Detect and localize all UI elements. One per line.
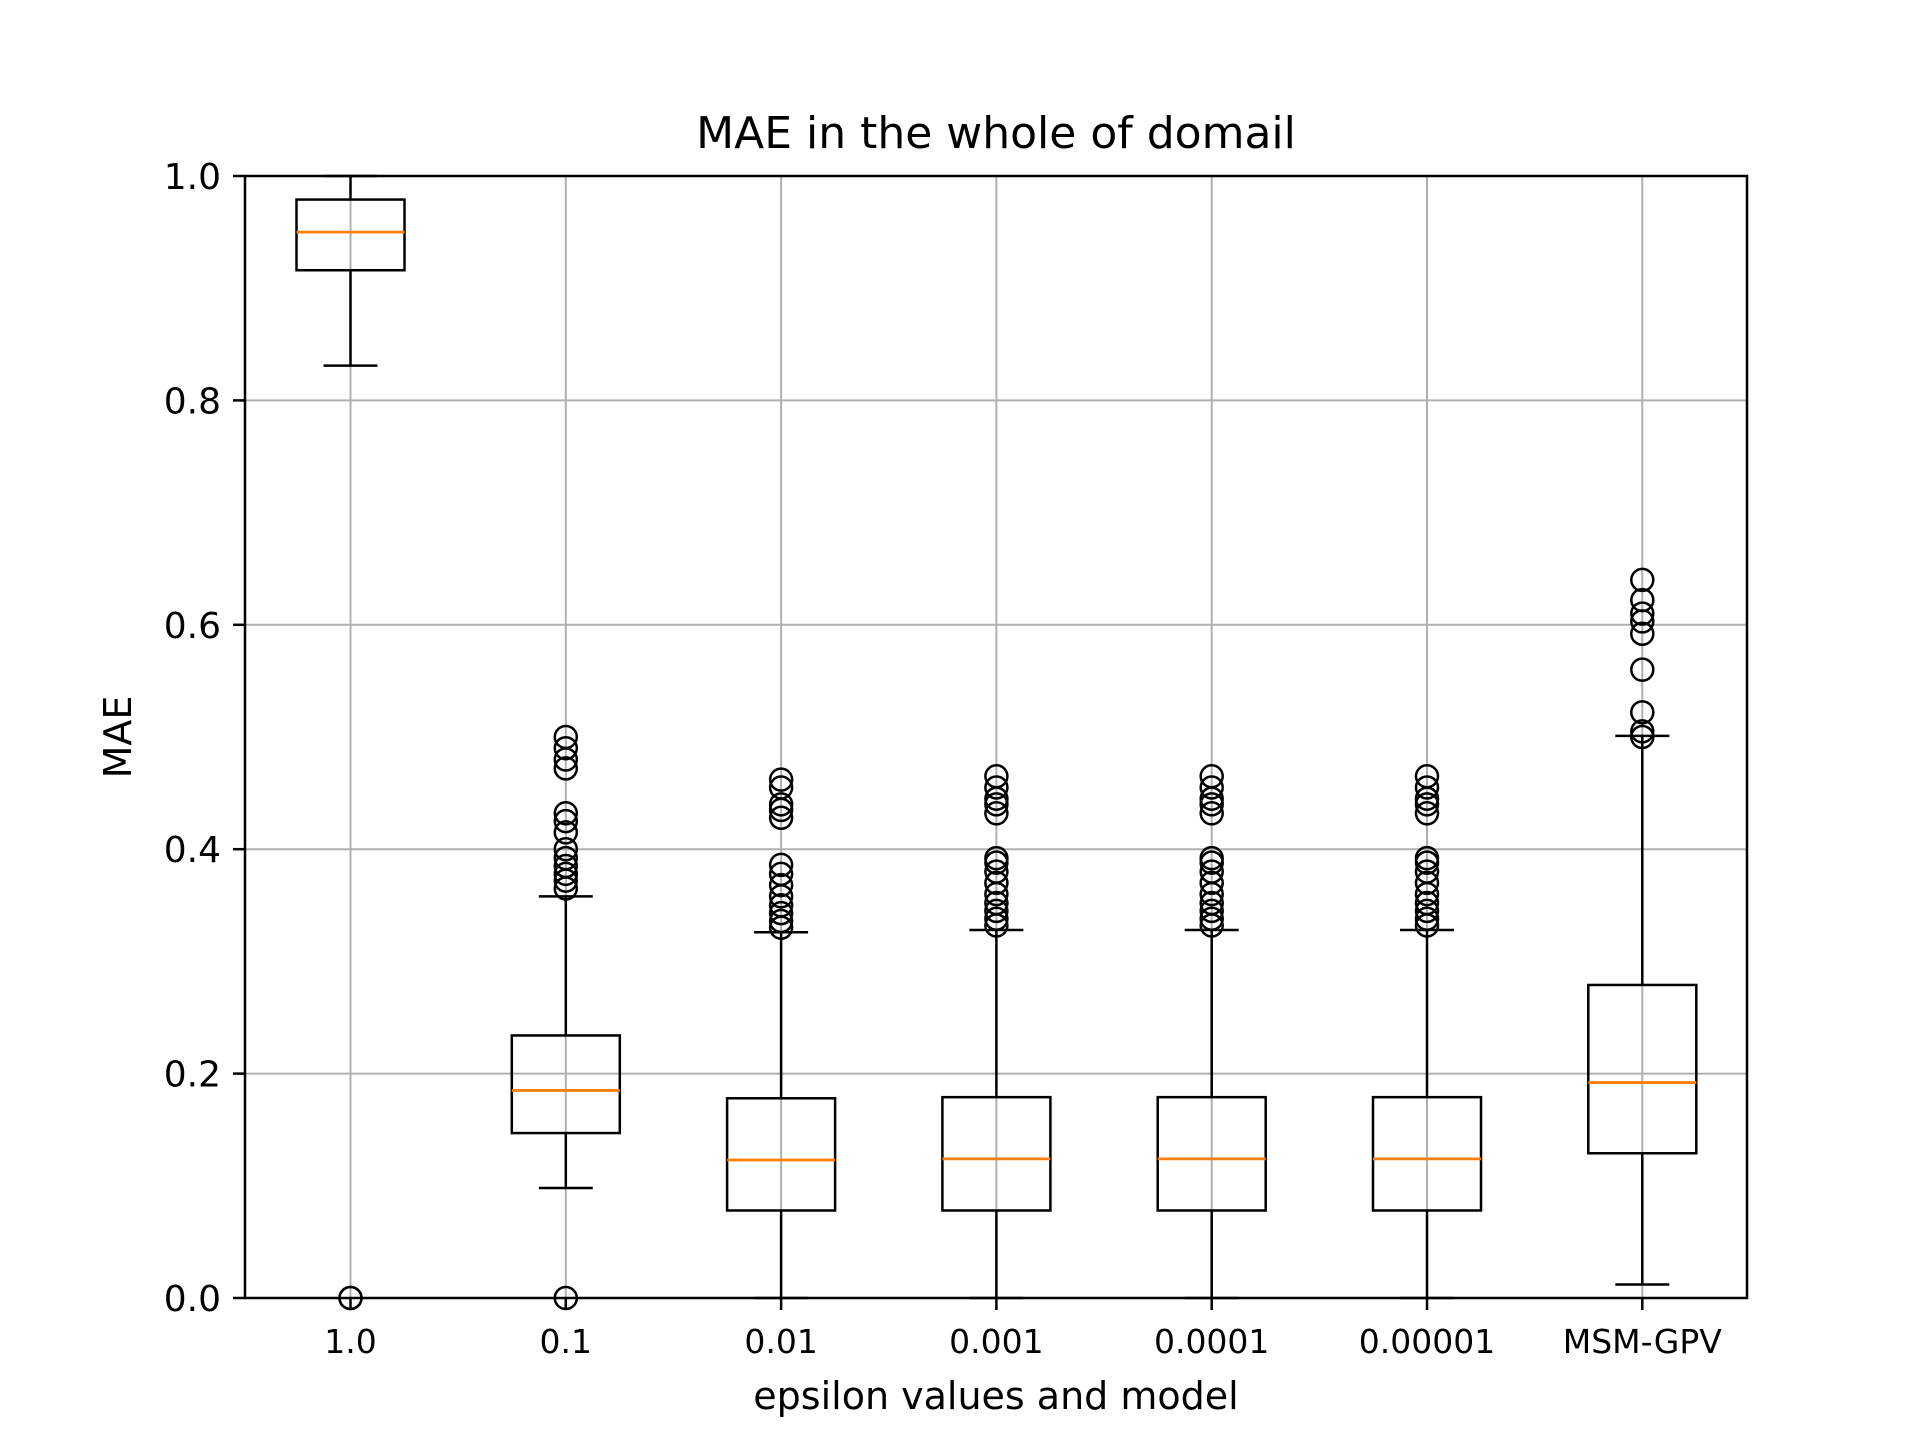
outlier-point: [1414, 764, 1440, 789]
outlier-point: [984, 792, 1009, 817]
box-iqr: [295, 198, 406, 272]
outlier-point: [1414, 890, 1440, 916]
outlier-point: [553, 756, 579, 781]
outlier-point: [553, 808, 579, 834]
outlier-point: [553, 735, 579, 761]
outlier-point: [1630, 567, 1655, 593]
box-group: [1587, 567, 1698, 1286]
outlier-point: [1630, 587, 1655, 613]
outlier-point: [1630, 719, 1655, 744]
y-tick-label: 1.0: [164, 157, 221, 198]
outlier-point: [1199, 870, 1224, 896]
outlier-point: [1630, 621, 1655, 647]
chart-title: MAE in the whole of domail: [696, 108, 1296, 159]
outlier-point: [768, 792, 794, 817]
x-tick-label: 0.0001: [1154, 1322, 1269, 1361]
outlier-point: [768, 908, 794, 934]
box-iqr: [1156, 1095, 1267, 1212]
outlier-point: [984, 870, 1009, 896]
box-iqr: [725, 1097, 837, 1212]
x-tick-label: 0.00001: [1359, 1322, 1495, 1361]
outlier-point: [553, 801, 579, 826]
outlier-point: [1199, 801, 1224, 826]
outlier-point: [553, 853, 579, 879]
outlier-point: [1630, 724, 1655, 750]
x-tick-label: 0.001: [949, 1322, 1043, 1361]
outlier-point: [553, 820, 579, 845]
outlier-point: [768, 805, 794, 831]
outlier-point: [768, 861, 794, 887]
outlier-point: [553, 836, 579, 862]
outlier-point: [768, 852, 794, 878]
outlier-point: [1414, 906, 1440, 932]
outlier-point: [1199, 764, 1224, 789]
outlier-point: [1414, 845, 1440, 871]
x-axis-label: epsilon values and model: [753, 1374, 1238, 1418]
box-iqr: [1587, 983, 1698, 1155]
y-tick-label: 0.6: [164, 606, 221, 647]
x-tick-label: 0.01: [744, 1322, 817, 1361]
box-iqr: [1371, 1095, 1483, 1212]
outlier-point: [984, 859, 1009, 884]
box-group: [941, 764, 1052, 1300]
outlier-point: [984, 764, 1009, 789]
outlier-point: [768, 893, 794, 918]
outlier-point: [768, 900, 794, 926]
outlier-point: [768, 872, 794, 898]
y-tick-label: 0.2: [164, 1055, 221, 1096]
outlier-point: [1630, 657, 1655, 682]
y-tick-label: 0.8: [164, 381, 221, 422]
outlier-point: [984, 775, 1009, 800]
box-iqr: [510, 1034, 622, 1135]
outlier-point: [984, 890, 1009, 916]
outlier-point: [1414, 801, 1440, 826]
outlier-point: [1414, 792, 1440, 817]
outlier-point: [1199, 906, 1224, 932]
outlier-point: [984, 801, 1009, 826]
outlier-point: [553, 724, 579, 750]
outlier-point: [984, 898, 1009, 924]
x-tick-label: 1.0: [324, 1322, 376, 1361]
outlier-point: [1414, 870, 1440, 896]
outlier-point: [1199, 775, 1224, 800]
outlier-point: [1199, 890, 1224, 916]
tick-layer: 0.0 0.2 0.4 0.6 0.8 1.0 1.0 0.1 0.01 0.001 0.0001 0…: [164, 157, 1723, 1361]
outlier-point: [1414, 775, 1440, 800]
outlier-point: [1199, 845, 1224, 871]
outlier-point: [553, 861, 579, 887]
x-tick-label: MSM-GPV: [1563, 1322, 1722, 1361]
outlier-point: [1414, 898, 1440, 924]
outlier-point: [1199, 792, 1224, 817]
y-axis-label: MAE: [96, 696, 140, 779]
outlier-point: [553, 845, 579, 871]
outlier-point: [768, 767, 794, 792]
outlier-point: [1199, 898, 1224, 924]
y-tick-label: 0.0: [164, 1279, 221, 1320]
outlier-point: [984, 845, 1009, 871]
box-iqr: [941, 1095, 1052, 1212]
y-tick-label: 0.4: [164, 830, 221, 871]
x-tick-label: 0.1: [540, 1322, 592, 1361]
outlier-point: [1630, 700, 1655, 725]
outlier-point: [1199, 859, 1224, 884]
outlier-point: [984, 906, 1009, 932]
grid-layer: [245, 175, 1747, 1299]
outlier-point: [1414, 859, 1440, 884]
outlier-point: [768, 775, 794, 800]
outlier-point: [1630, 601, 1655, 626]
